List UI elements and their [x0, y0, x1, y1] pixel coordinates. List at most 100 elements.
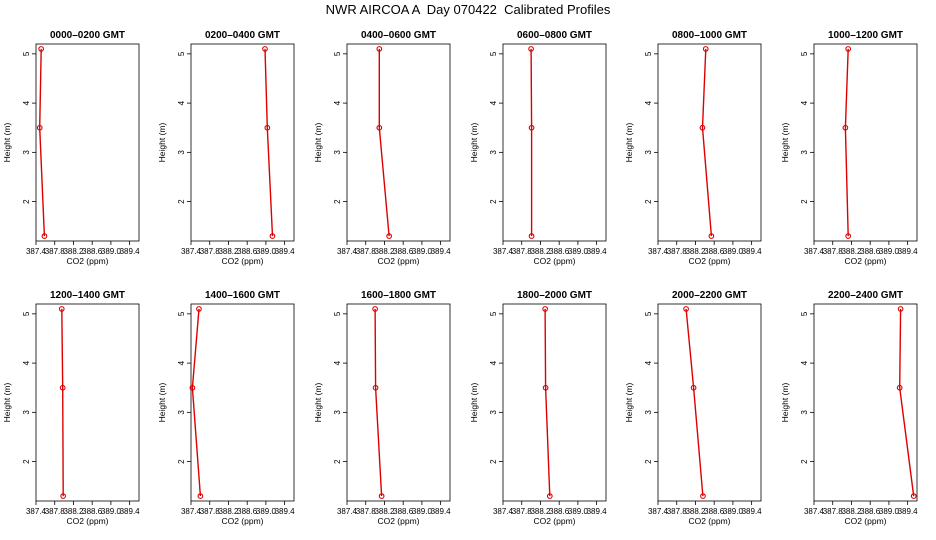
x-tick-label: 388.6: [393, 247, 414, 256]
data-point: [700, 493, 706, 499]
x-tick-label: 388.6: [82, 247, 103, 256]
x-tick-label: 388.2: [374, 507, 395, 516]
data-point: [702, 46, 709, 52]
panel-title: 0400–0600 GMT: [361, 30, 436, 41]
data-point: [262, 46, 268, 52]
y-tick-label: 3: [489, 150, 498, 155]
data-point: [542, 306, 548, 312]
data-point: [264, 124, 271, 131]
panel-title: 1000–1200 GMT: [828, 30, 903, 41]
data-point: [542, 384, 549, 391]
data-point: [845, 233, 852, 239]
profile-panel: 0400–0600 GMT 387.4387.8388.2388.6389.038…: [313, 30, 451, 266]
y-tick-label: 5: [177, 311, 186, 316]
x-tick-label: 389.4: [431, 507, 452, 516]
y-tick-label: 3: [800, 150, 809, 155]
x-tick-label: 387.8: [45, 507, 66, 516]
x-tick-label: 387.4: [337, 507, 358, 516]
x-tick-label: 388.6: [860, 507, 881, 516]
panel-title: 0600–0800 GMT: [517, 30, 592, 41]
plot-frame: [190, 303, 295, 502]
series-line: [61, 308, 64, 497]
data-point: [376, 124, 383, 131]
panel-title: 1600–1800 GMT: [361, 290, 436, 301]
x-tick-label: 388.2: [63, 247, 84, 256]
x-tick-label: 387.4: [648, 247, 669, 256]
x-axis-label: CO2 (ppm): [377, 516, 419, 526]
y-tick-label: 2: [177, 459, 186, 464]
y-axis-label: Height (m): [313, 123, 323, 163]
x-tick-label: 388.6: [237, 247, 258, 256]
profile-panel: 0600–0800 GMT 387.4387.8388.2388.6389.038…: [469, 30, 607, 266]
x-tick-label: 389.4: [587, 507, 608, 516]
series-line: [264, 48, 274, 237]
data-point: [59, 384, 66, 391]
plot-frame: [813, 303, 918, 502]
profile-panel: 1800–2000 GMT 387.4387.8388.2388.6389.038…: [469, 290, 607, 526]
panel-title: 1200–1400 GMT: [50, 290, 125, 301]
x-tick-label: 389.0: [412, 247, 433, 256]
x-tick-label: 388.6: [549, 507, 570, 516]
x-tick-label: 387.8: [356, 247, 377, 256]
x-tick-label: 389.4: [742, 507, 763, 516]
y-tick-label: 2: [800, 459, 809, 464]
x-tick-label: 388.6: [82, 507, 103, 516]
y-axis-label: Height (m): [313, 383, 323, 423]
y-tick-label: 4: [22, 100, 31, 105]
x-tick-label: 387.4: [337, 247, 358, 256]
y-tick-label: 2: [22, 199, 31, 204]
x-tick-label: 387.8: [667, 507, 688, 516]
x-tick-label: 387.4: [493, 507, 514, 516]
series-line: [38, 48, 46, 237]
profile-panel: 0000–0200 GMT 387.4387.8388.2388.6389.038…: [2, 30, 140, 266]
y-tick-label: 5: [333, 51, 342, 56]
y-axis-label: Height (m): [469, 383, 479, 423]
plot-frame: [657, 303, 762, 502]
plot-frame: [502, 43, 607, 242]
data-point: [36, 124, 43, 131]
y-tick-label: 4: [22, 360, 31, 365]
x-tick-label: 388.2: [841, 507, 862, 516]
y-tick-label: 2: [333, 459, 342, 464]
x-tick-label: 389.4: [898, 507, 919, 516]
x-tick-label: 389.4: [120, 507, 141, 516]
data-point: [528, 124, 535, 131]
y-tick-label: 4: [177, 100, 186, 105]
series-line: [374, 308, 383, 497]
x-axis-label: CO2 (ppm): [221, 516, 263, 526]
series-line: [701, 48, 713, 237]
y-tick-label: 3: [177, 410, 186, 415]
plot-frame: [502, 303, 607, 502]
data-point: [372, 306, 378, 312]
y-tick-label: 2: [489, 459, 498, 464]
y-tick-label: 5: [644, 311, 653, 316]
x-tick-label: 387.4: [181, 507, 202, 516]
x-tick-label: 387.8: [45, 247, 66, 256]
data-point: [842, 124, 849, 131]
series-line: [898, 308, 915, 497]
y-axis-label: Height (m): [469, 123, 479, 163]
y-tick-label: 4: [489, 360, 498, 365]
data-point: [683, 306, 689, 312]
panel-title: 1800–2000 GMT: [517, 290, 592, 301]
x-tick-label: 387.8: [200, 247, 221, 256]
plot-frame: [813, 43, 918, 242]
data-point: [699, 124, 706, 131]
y-tick-label: 4: [333, 360, 342, 365]
y-tick-label: 4: [800, 100, 809, 105]
profile-panel: 1000–1200 GMT 387.4387.8388.2388.6389.038…: [780, 30, 918, 266]
profile-panel: 2000–2200 GMT 387.4387.8388.2388.6389.038…: [624, 290, 762, 526]
x-tick-label: 387.4: [26, 247, 47, 256]
y-tick-label: 3: [800, 410, 809, 415]
x-tick-label: 389.4: [898, 247, 919, 256]
x-tick-label: 387.4: [26, 507, 47, 516]
data-point: [378, 493, 385, 499]
y-tick-label: 5: [22, 311, 31, 316]
x-tick-label: 389.0: [568, 507, 589, 516]
x-axis-label: CO2 (ppm): [377, 256, 419, 266]
data-point: [386, 233, 392, 239]
x-tick-label: 389.0: [101, 247, 122, 256]
x-axis-label: CO2 (ppm): [533, 516, 575, 526]
x-tick-label: 388.2: [685, 247, 706, 256]
data-point: [376, 46, 383, 52]
